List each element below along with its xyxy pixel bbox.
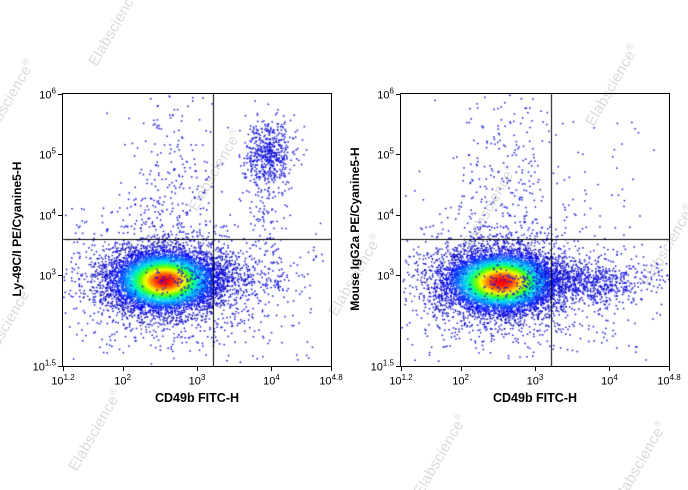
flow-plot-left: Ly-49C/I PE/Cyanine5-H CD49b FITC-H 101.… xyxy=(10,86,343,405)
x-axis-label: CD49b FITC-H xyxy=(492,391,578,405)
y-axis-label: Mouse IgG2a PE/Cyanine5-H xyxy=(348,147,362,311)
y-tick-mark xyxy=(396,366,400,367)
x-tick-mark xyxy=(669,367,670,371)
y-tick-label: 101.5 xyxy=(370,358,394,374)
y-tick-mark xyxy=(396,275,400,277)
x-tick-label: 102 xyxy=(114,373,131,388)
flow-plot-right: Mouse IgG2a PE/Cyanine5-H CD49b FITC-H 1… xyxy=(338,0,682,490)
x-tick-label: 104.8 xyxy=(657,373,681,388)
scatter-canvas xyxy=(63,94,331,366)
x-tick-mark xyxy=(331,367,332,371)
y-tick-mark xyxy=(58,214,62,216)
y-tick-mark xyxy=(58,154,62,156)
x-tick-label: 104 xyxy=(601,373,618,388)
x-tick-label: 102 xyxy=(452,373,469,388)
y-tick-mark xyxy=(58,94,62,95)
plot-area xyxy=(62,93,332,367)
y-axis-label: Ly-49C/I PE/Cyanine5-H xyxy=(10,161,24,297)
y-tick-label: 104 xyxy=(377,207,394,223)
x-tick-mark xyxy=(609,367,611,371)
x-axis-label: CD49b FITC-H xyxy=(154,391,240,405)
x-tick-mark xyxy=(460,367,462,371)
y-tick-mark xyxy=(58,275,62,277)
y-tick-label: 106 xyxy=(377,86,394,102)
x-tick-mark xyxy=(197,367,198,371)
plot-area xyxy=(400,93,670,367)
y-tick-label: 101.5 xyxy=(32,358,56,374)
y-tick-label: 104 xyxy=(39,207,56,223)
x-tick-mark xyxy=(271,367,273,371)
x-tick-label: 101.2 xyxy=(51,373,75,388)
x-tick-label: 103 xyxy=(188,373,206,388)
x-tick-mark xyxy=(63,367,64,371)
y-tick-label: 105 xyxy=(39,147,56,162)
x-tick-label: 101.2 xyxy=(389,373,413,388)
y-tick-label: 103 xyxy=(39,268,56,283)
y-tick-mark xyxy=(396,214,400,216)
x-tick-label: 103 xyxy=(526,373,544,388)
x-tick-label: 104.8 xyxy=(319,373,343,388)
y-tick-label: 103 xyxy=(377,268,394,283)
y-tick-mark xyxy=(58,366,62,367)
y-tick-mark xyxy=(396,94,400,95)
y-tick-label: 105 xyxy=(377,147,394,162)
x-tick-mark xyxy=(401,367,402,371)
x-tick-mark xyxy=(535,367,536,371)
x-tick-mark xyxy=(122,367,124,371)
y-tick-label: 106 xyxy=(39,86,56,102)
y-tick-mark xyxy=(396,154,400,156)
scatter-canvas xyxy=(401,94,669,366)
x-tick-label: 104 xyxy=(263,373,280,388)
